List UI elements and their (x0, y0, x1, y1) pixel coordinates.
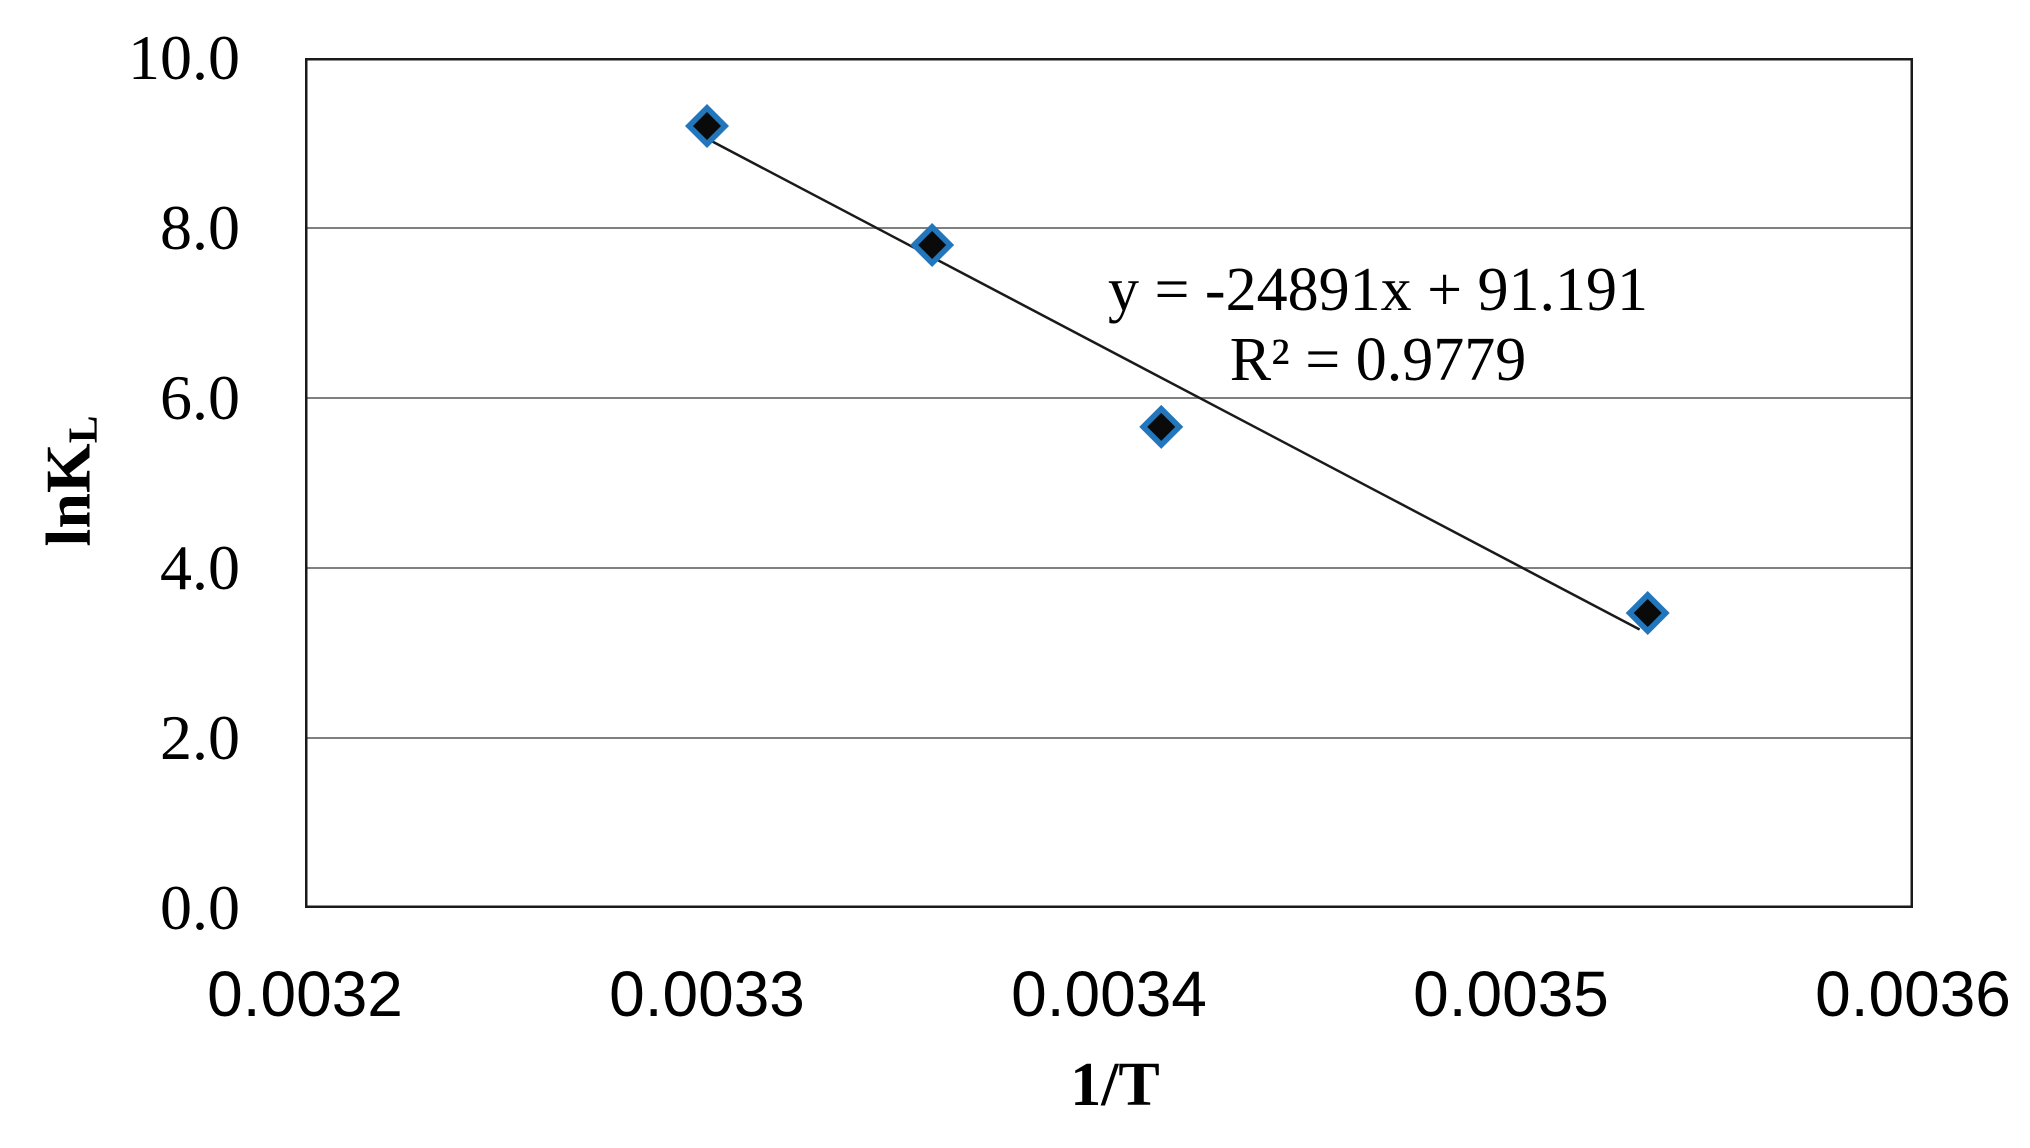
data-point-marker (693, 112, 721, 140)
y-axis-tick-label: 8.0 (160, 192, 240, 263)
trendline-annotation: y = -24891x + 91.191 R² = 0.9779 (1108, 255, 1648, 395)
y-axis-tick-label: 4.0 (160, 532, 240, 603)
y-axis-title: lnKL (32, 416, 111, 547)
data-point-marker (1147, 412, 1176, 441)
x-axis-tick-label: 0.0033 (609, 958, 805, 1030)
plot-svg (305, 58, 1913, 908)
y-axis-tick-label: 0.0 (160, 872, 240, 943)
data-point-marker (918, 231, 947, 259)
y-axis-tick-label: 2.0 (160, 702, 240, 773)
trendline (700, 134, 1641, 631)
x-axis-tick-label: 0.0034 (1011, 958, 1207, 1030)
y-axis-tick-label: 6.0 (160, 362, 240, 433)
plot-area (305, 58, 1913, 908)
r-squared-text: R² = 0.9779 (1229, 326, 1527, 394)
trendline-equation-text: y = -24891x + 91.191 (1107, 256, 1649, 324)
x-axis-title: 1/T (1070, 1051, 1160, 1119)
plot-border (305, 58, 1913, 908)
y-axis-tick-label: 10.0 (128, 22, 240, 93)
x-axis-tick-label: 0.0035 (1413, 958, 1609, 1030)
x-axis-tick-label: 0.0036 (1815, 958, 2011, 1030)
data-point-marker (1633, 599, 1662, 628)
x-axis-tick-label: 0.0032 (207, 958, 403, 1030)
y-axis-title-text: lnK (32, 443, 104, 547)
